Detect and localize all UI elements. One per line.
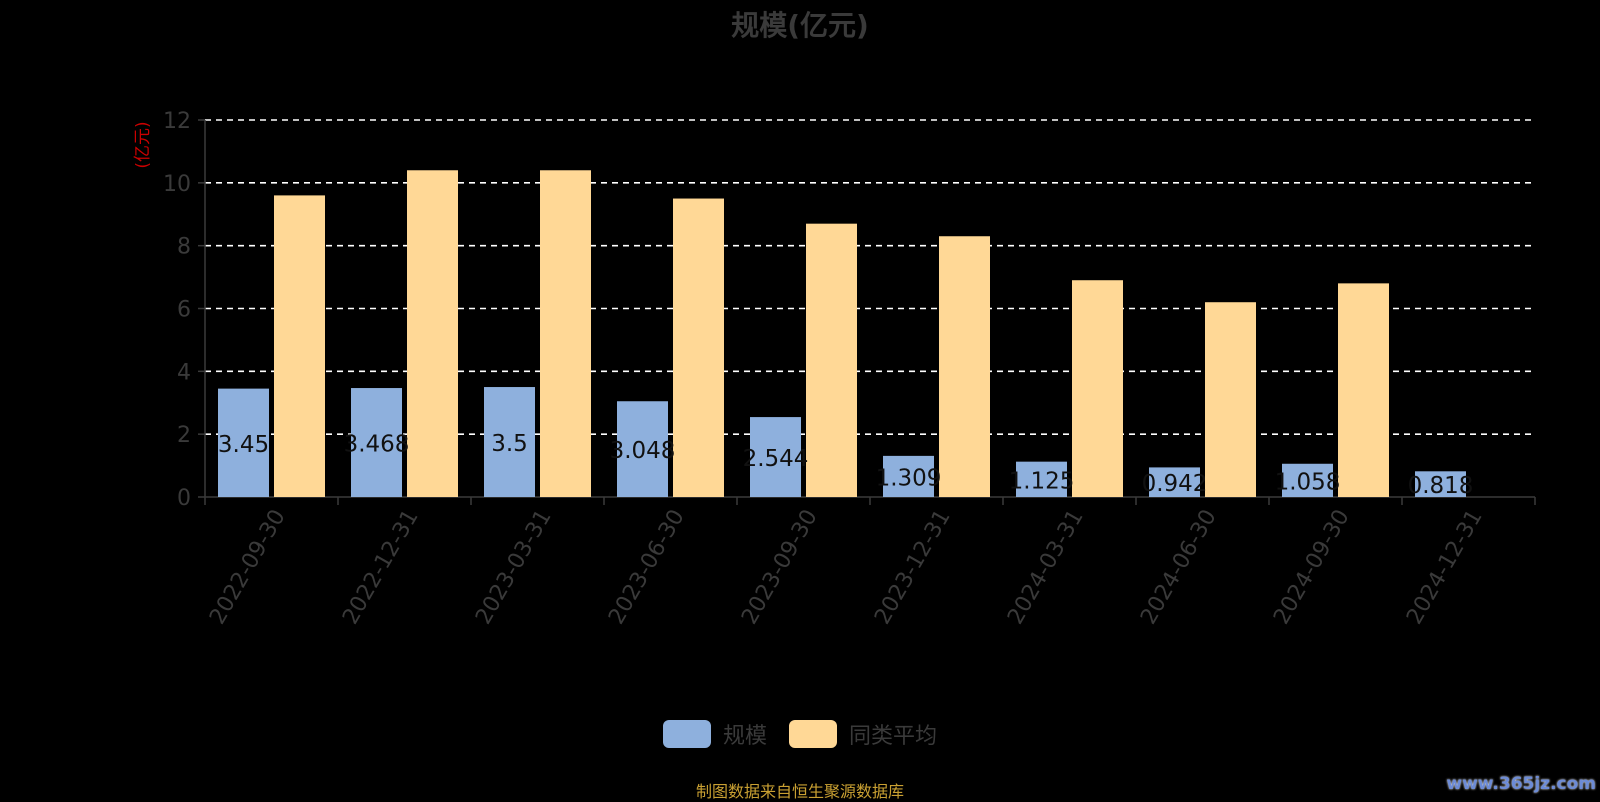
bar-peer-average [407, 170, 458, 497]
y-tick-label: 6 [177, 298, 191, 323]
bar-scale [617, 401, 668, 497]
chart-title: 规模(亿元) [731, 9, 869, 42]
y-tick-label: 10 [163, 172, 191, 197]
bar-peer-average [1072, 280, 1123, 497]
x-tick-label: 2022-09-30 [205, 506, 291, 629]
y-tick-label: 12 [163, 109, 191, 134]
bar-value-label: 3.5 [491, 431, 528, 457]
bar-scale [351, 388, 402, 497]
bar-peer-average [274, 195, 325, 497]
x-tick-label: 2023-06-30 [604, 506, 690, 629]
bar-scale [1415, 471, 1466, 497]
bar-peer-average [939, 236, 990, 497]
x-tick-label: 2022-12-31 [338, 506, 424, 629]
bar-value-label: 1.125 [1009, 468, 1075, 494]
legend-label-scale: 规模 [722, 724, 767, 749]
bar-scale [750, 417, 801, 497]
bar-value-label: 2.544 [743, 446, 809, 472]
legend-swatch-peer-average [789, 720, 837, 748]
y-tick-label: 2 [177, 423, 191, 448]
x-tick-label: 2024-12-31 [1402, 506, 1488, 629]
legend-label-peer-average: 同类平均 [849, 724, 938, 749]
legend: 规模 同类平均 [0, 718, 1600, 750]
bar-scale [1016, 461, 1067, 497]
x-tick-label: 2024-03-31 [1003, 506, 1089, 629]
x-tick-label: 2023-03-31 [471, 506, 557, 629]
bar-scale [883, 455, 934, 497]
bar-scale [1282, 463, 1333, 497]
bar-value-label: 3.048 [610, 438, 676, 464]
bar-value-label: 3.468 [344, 432, 410, 458]
bar-labels: 3.45 3.468 3.5 3.048 2.544 1.309 1.125 0.942 1.0… [218, 431, 1474, 499]
x-tick-label: 2023-09-30 [737, 506, 823, 629]
x-tick-label: 2024-09-30 [1269, 506, 1355, 629]
watermark: www.365jz.com [1446, 774, 1596, 794]
x-tick-label: 2023-12-31 [870, 506, 956, 629]
bar-scale [484, 387, 535, 497]
legend-item-scale[interactable]: 规模 [662, 718, 767, 750]
bar-value-label: 1.058 [1275, 469, 1341, 495]
bar-value-label: 1.309 [876, 465, 942, 491]
source-note: 制图数据来自恒生聚源数据库 [695, 782, 904, 801]
bar-peer-average [1205, 302, 1256, 497]
y-axis-label: (亿元) [133, 121, 153, 168]
bar-scale [218, 388, 269, 497]
y-tick-label: 0 [177, 486, 191, 511]
y-tick-label: 8 [177, 235, 191, 260]
bar-value-label: 0.818 [1408, 473, 1474, 499]
legend-item-peer-average[interactable]: 同类平均 [789, 718, 937, 750]
legend-swatch-scale [662, 720, 711, 748]
bar-peer-average [806, 223, 857, 498]
grid-lines [205, 119, 1535, 435]
bar-peer-average [673, 198, 724, 497]
bars [218, 170, 1466, 498]
bar-value-label: 0.942 [1142, 471, 1208, 497]
bar-scale [1149, 467, 1200, 497]
bar-peer-average [540, 170, 591, 497]
bar-value-label: 3.45 [218, 432, 269, 458]
y-tick-label: 4 [177, 360, 191, 385]
x-tick-label: 2024-06-30 [1136, 506, 1222, 629]
bar-peer-average [1338, 283, 1389, 497]
